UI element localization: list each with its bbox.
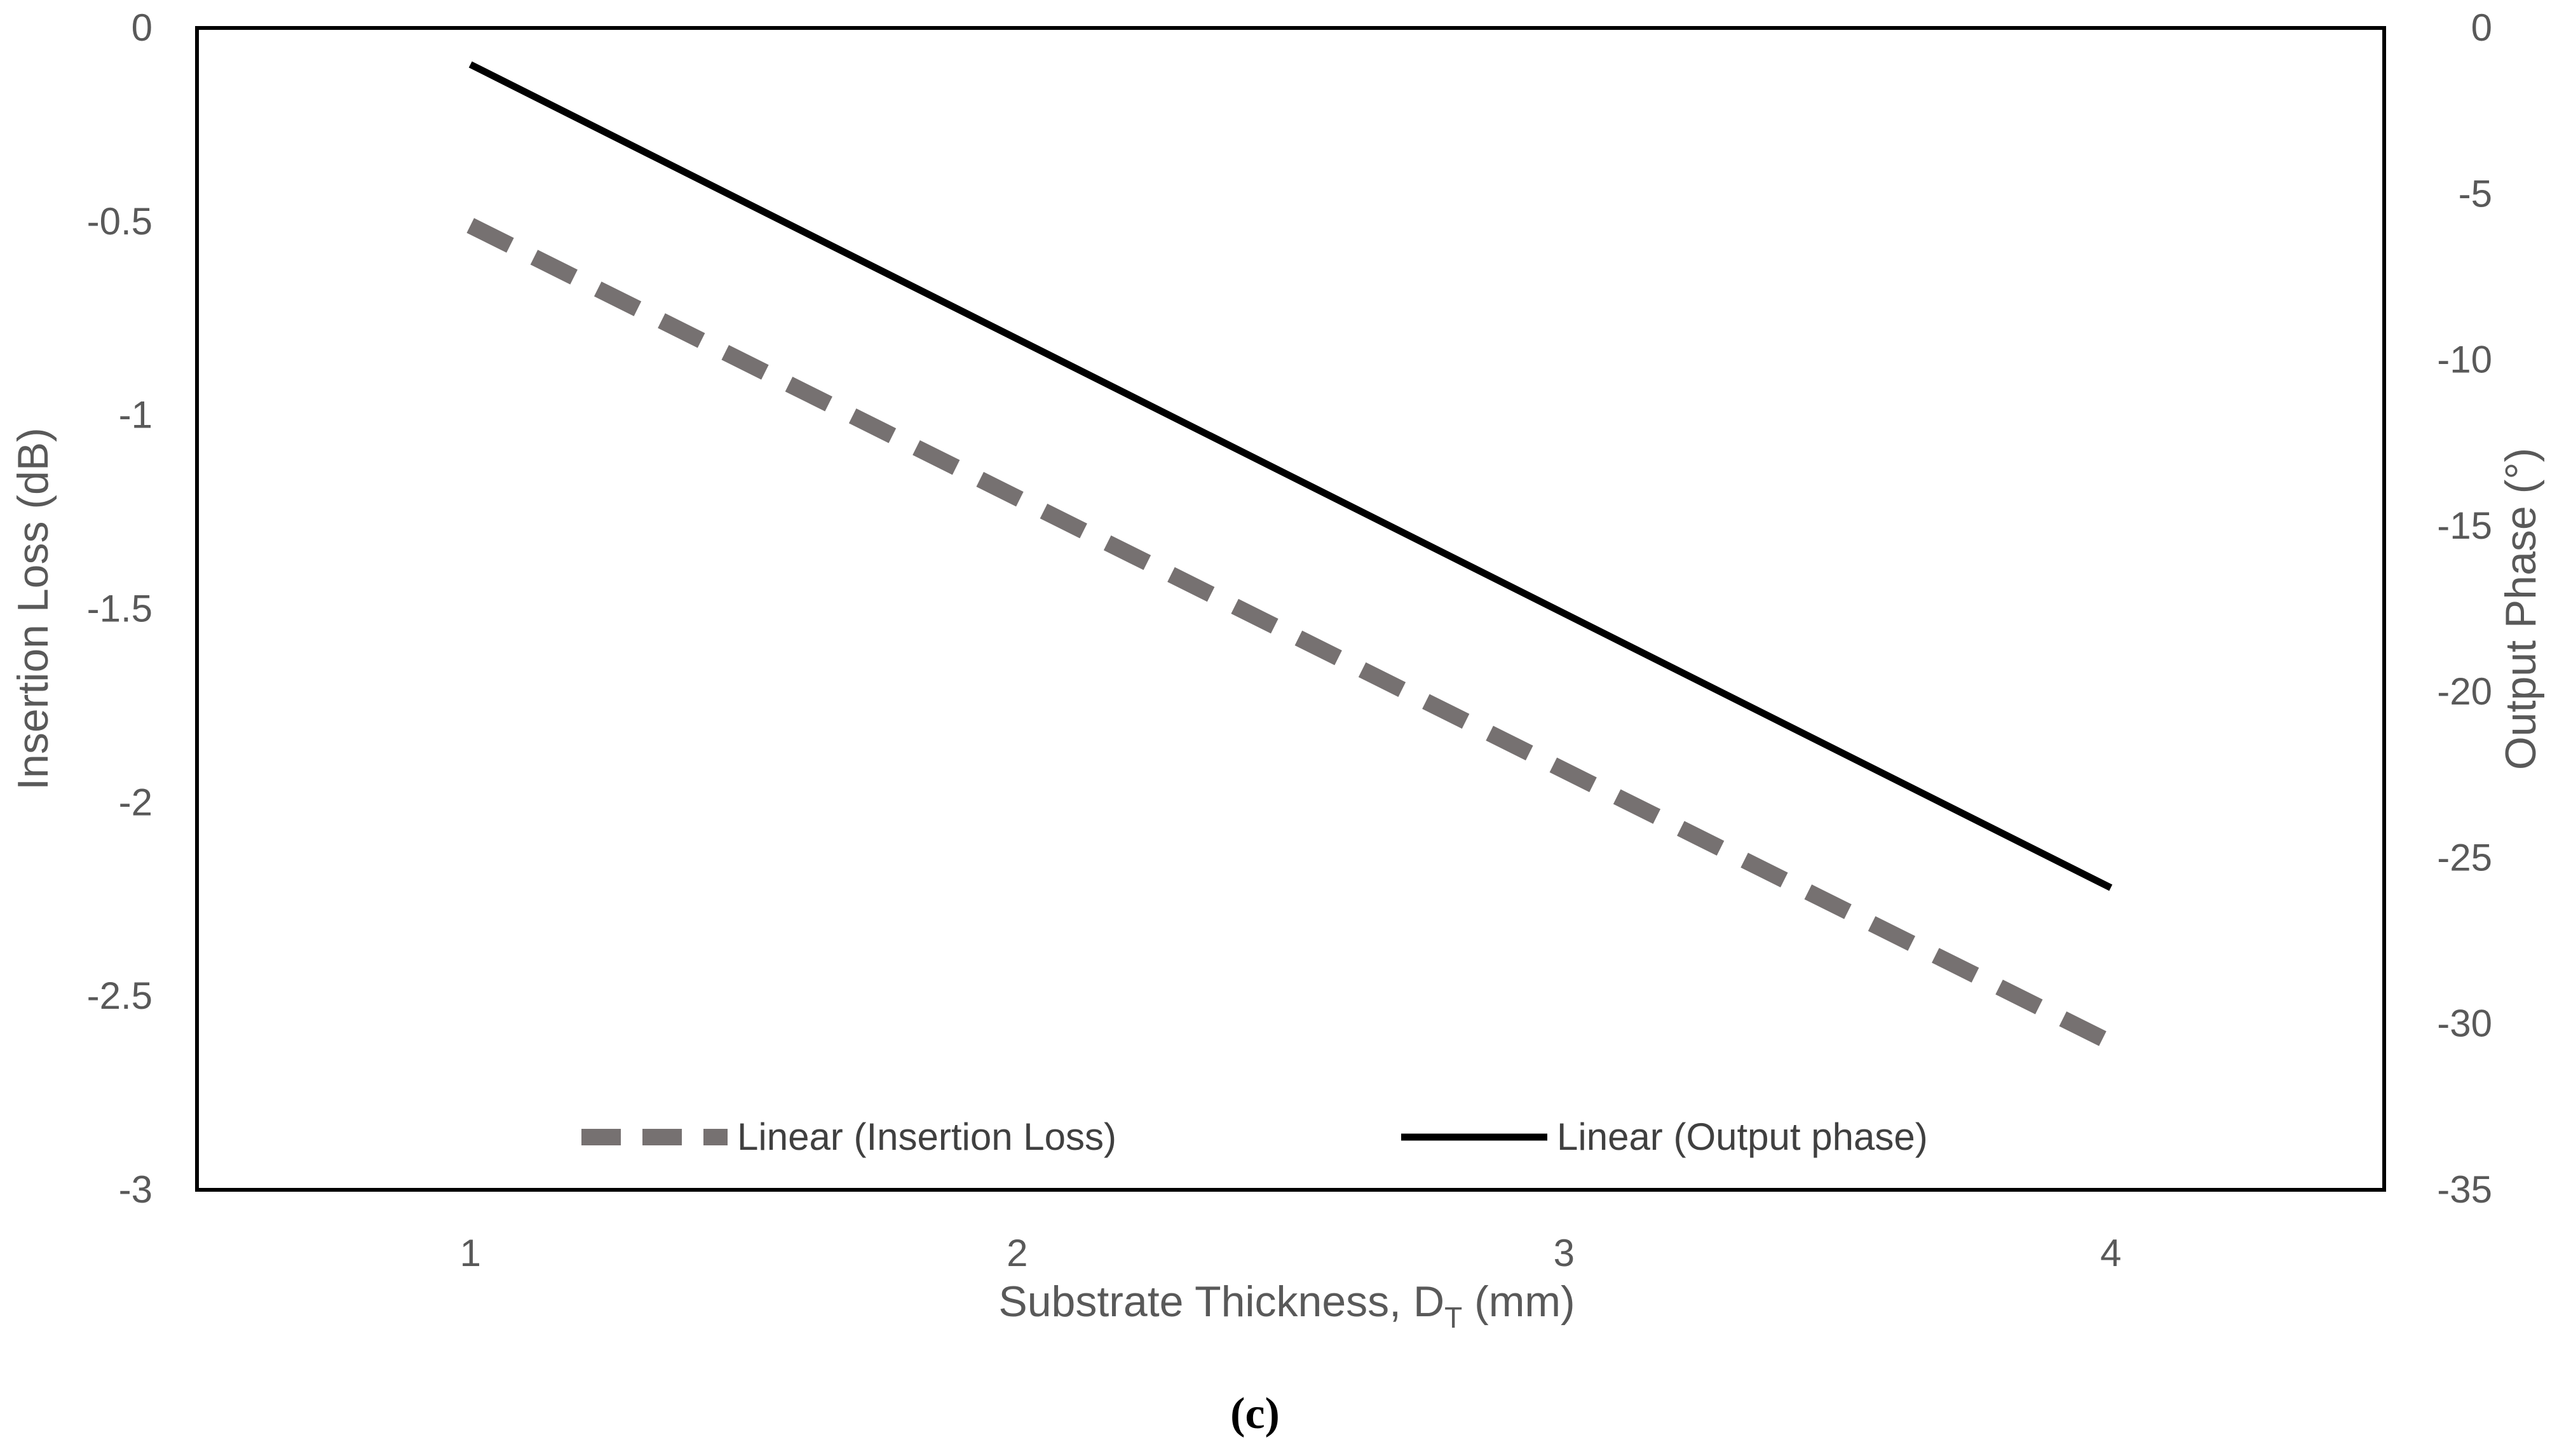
series-line-1 bbox=[468, 61, 2113, 891]
x-axis-tick-labels: 1 2 3 4 bbox=[460, 1232, 2122, 1274]
left-axis-tick-label: -2.5 bbox=[87, 974, 153, 1017]
left-axis-tick-label: -0.5 bbox=[87, 200, 153, 243]
right-axis-tick-label: -5 bbox=[2459, 172, 2492, 215]
x-axis-title-main: Substrate Thickness, D bbox=[998, 1277, 1444, 1326]
right-axis-tick-label: 0 bbox=[2471, 6, 2492, 49]
left-axis-title: Insertion Loss (dB) bbox=[9, 428, 57, 790]
left-axis-tick-labels: 0 -0.5 -1 -1.5 -2 -2.5 -3 bbox=[87, 6, 153, 1211]
x-axis-title-subscript: T bbox=[1444, 1301, 1462, 1334]
plot-area-frame bbox=[195, 26, 2386, 1192]
x-axis-title-suffix: (mm) bbox=[1462, 1277, 1575, 1326]
right-axis-tick-label: -10 bbox=[2437, 339, 2492, 381]
right-axis-title: Output Phase (°) bbox=[2497, 448, 2545, 770]
x-axis-tick-label: 1 bbox=[460, 1232, 481, 1274]
right-axis-tick-label: -15 bbox=[2437, 504, 2492, 547]
x-axis-tick-label: 2 bbox=[1007, 1232, 1028, 1274]
figure-caption: (c) bbox=[1230, 1389, 1280, 1438]
right-axis-tick-label: -20 bbox=[2437, 670, 2492, 713]
x-axis-tick-label: 3 bbox=[1554, 1232, 1575, 1274]
right-axis-tick-labels: 0 -5 -10 -15 -20 -25 -30 -35 bbox=[2437, 6, 2492, 1211]
series-line-0 bbox=[466, 218, 2115, 1050]
series-lines bbox=[466, 61, 2115, 1050]
left-axis-tick-label: -3 bbox=[119, 1168, 153, 1211]
left-axis-tick-label: -1 bbox=[119, 394, 153, 436]
legend-label-0: Linear (Insertion Loss) bbox=[737, 1116, 1116, 1158]
right-axis-tick-label: -30 bbox=[2437, 1002, 2492, 1045]
left-axis-tick-label: 0 bbox=[132, 6, 153, 49]
x-axis-tick-label: 4 bbox=[2100, 1232, 2121, 1274]
legend: Linear (Insertion Loss) Linear (Output ph… bbox=[581, 1116, 1928, 1158]
left-axis-tick-label: -2 bbox=[119, 781, 153, 823]
left-axis-tick-label: -1.5 bbox=[87, 588, 153, 630]
right-axis-tick-label: -25 bbox=[2437, 836, 2492, 879]
right-axis-tick-label: -35 bbox=[2437, 1168, 2492, 1211]
legend-label-1: Linear (Output phase) bbox=[1557, 1116, 1928, 1158]
x-axis-title: Substrate Thickness, DT (mm) bbox=[998, 1277, 1575, 1334]
